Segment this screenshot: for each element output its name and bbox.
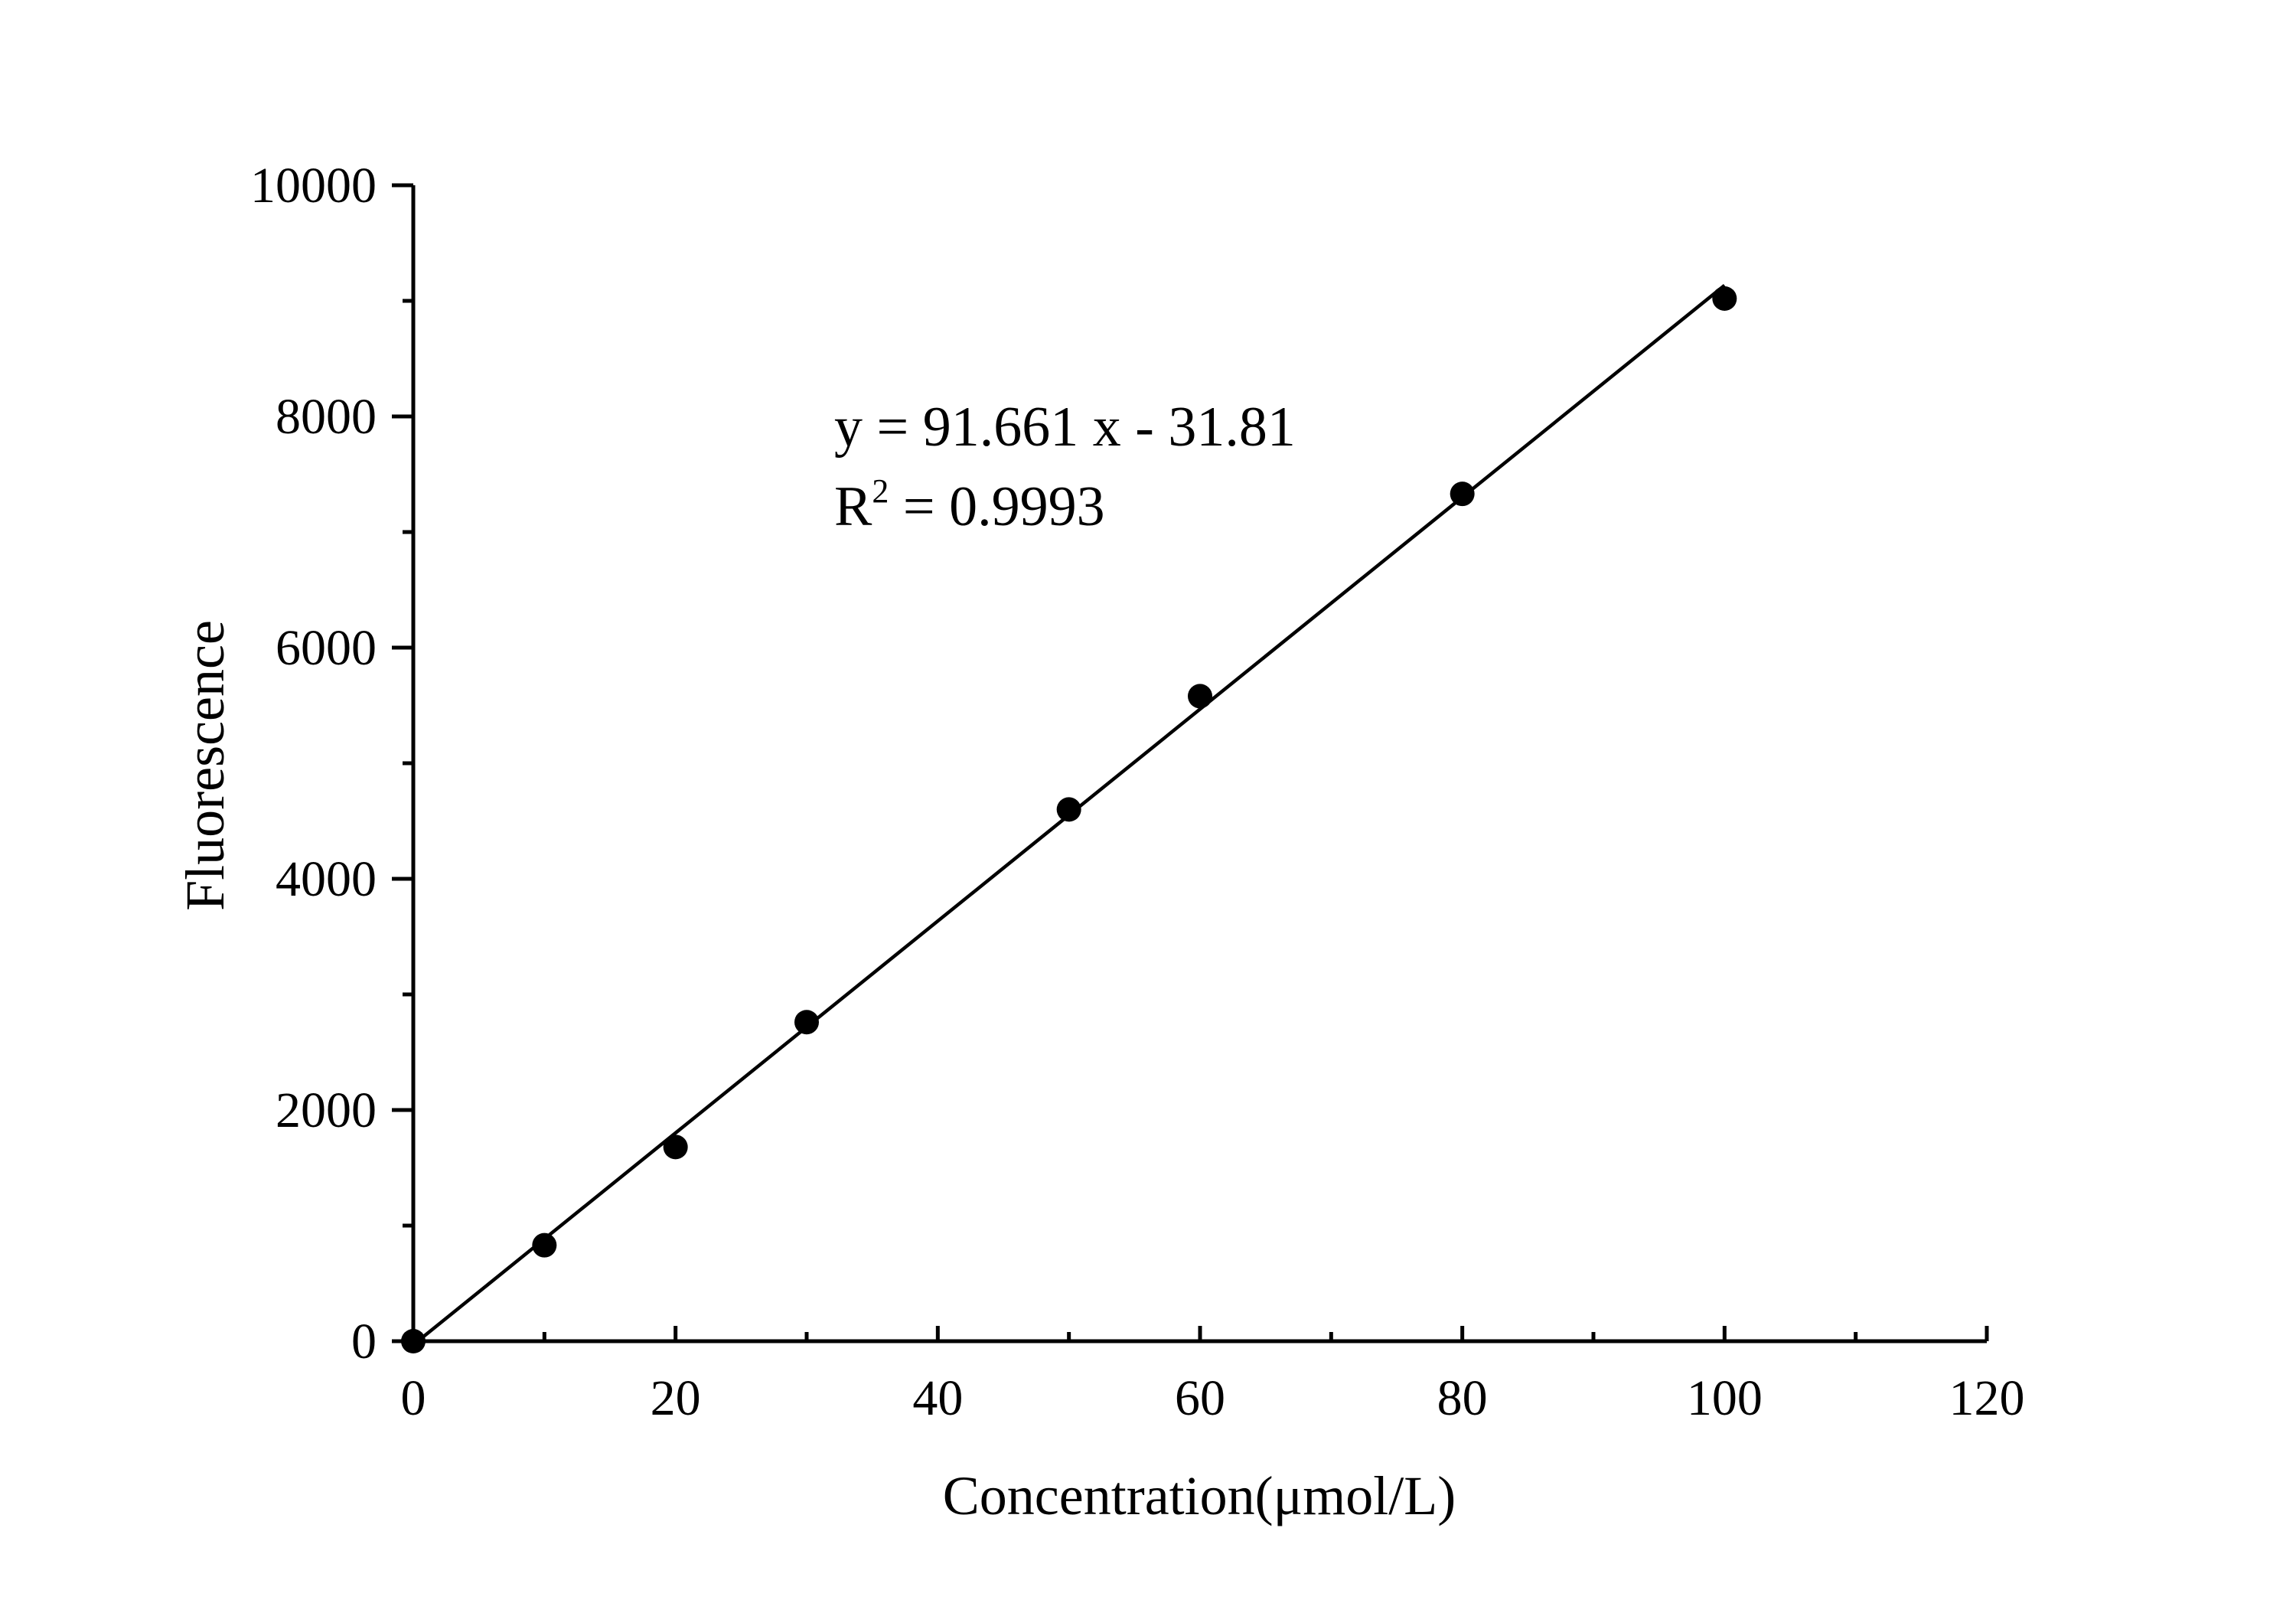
x-tick-label: 20 — [651, 1370, 701, 1426]
x-tick-label: 120 — [1949, 1370, 2025, 1426]
tick-labels: 0 20 40 60 80 100 120 0 2000 4000 6000 8000 10000 — [250, 158, 2025, 1426]
data-point — [401, 1329, 426, 1353]
data-point — [1712, 286, 1737, 311]
y-axis-title: Fluorescence — [174, 620, 236, 911]
data-point — [1056, 797, 1081, 822]
y-tick-label: 4000 — [276, 851, 377, 907]
r-squared-value: = 0.9993 — [889, 475, 1104, 538]
r-squared-exponent: 2 — [872, 472, 889, 510]
y-tick-label: 0 — [351, 1314, 377, 1370]
data-point — [532, 1232, 557, 1258]
x-tick-label: 100 — [1687, 1370, 1763, 1426]
data-point — [794, 1010, 819, 1035]
data-point — [1188, 684, 1212, 709]
fit-equation: y = 91.661 x - 31.81 — [834, 396, 1296, 459]
x-tick-label: 80 — [1437, 1370, 1488, 1426]
r-squared: R2 = 0.9993 — [834, 472, 1105, 538]
x-tick-label: 0 — [401, 1370, 426, 1426]
x-tick-label: 60 — [1175, 1370, 1225, 1426]
x-axis-title: Concentration(μmol/L) — [943, 1465, 1456, 1526]
y-tick-label: 2000 — [276, 1082, 377, 1138]
data-point — [663, 1135, 688, 1160]
r-squared-symbol: R — [834, 475, 872, 538]
data-points — [401, 286, 1737, 1353]
x-tick-label: 40 — [912, 1370, 963, 1426]
data-point — [1450, 482, 1475, 507]
y-tick-label: 6000 — [276, 620, 377, 676]
y-tick-label: 8000 — [276, 389, 377, 445]
y-tick-label: 10000 — [250, 158, 377, 214]
